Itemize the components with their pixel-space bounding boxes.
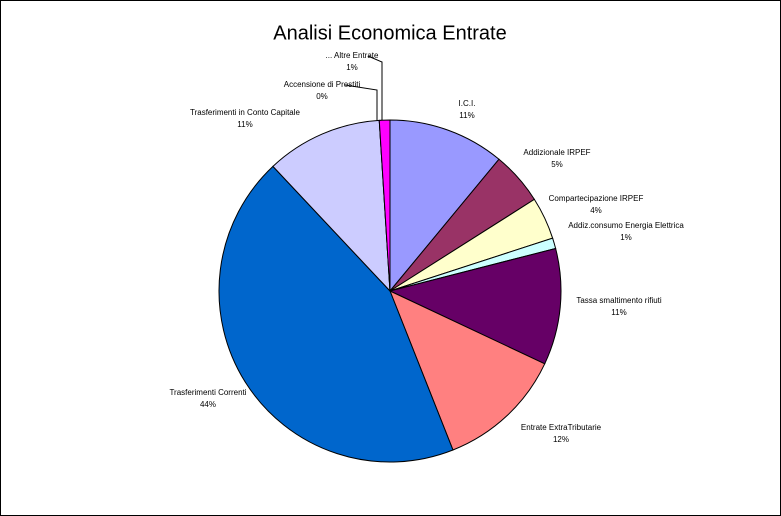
slice-value-label: 5% <box>551 160 563 169</box>
slice-value-label: 11% <box>459 111 474 120</box>
slice-label: I.C.I. <box>459 99 476 108</box>
slice-label: Addiz.consumo Energia Elettrica <box>568 221 684 230</box>
pie-slice <box>218 165 454 463</box>
pie-slice <box>389 290 546 451</box>
slice-value-label: 11% <box>611 308 626 317</box>
slice-value-label: 0% <box>316 92 328 101</box>
pie-slice <box>378 119 391 292</box>
slice-label: Accensione di Prestiti <box>284 80 361 89</box>
leader-line <box>367 55 383 122</box>
slice-label: Compartecipazione IRPEF <box>549 194 644 203</box>
slice-label: Trasferimenti Correnti <box>169 388 246 397</box>
slice-label: Addizionale IRPEF <box>523 148 590 157</box>
slice-value-label: 4% <box>590 206 602 215</box>
slice-value-label: 44% <box>200 400 216 409</box>
slice-value-label: 12% <box>553 435 569 444</box>
pie-slice <box>388 247 562 365</box>
leader-line <box>344 84 378 122</box>
slice-label: Tassa smaltimento rifiuti <box>576 296 662 305</box>
slice-label: Trasferimenti in Conto Capitale <box>190 108 301 117</box>
slice-value-label: 1% <box>620 233 632 242</box>
pie-slice <box>272 119 391 293</box>
slice-label: Entrate ExtraTributarie <box>521 423 602 432</box>
chart-title: Analisi Economica Entrate <box>273 22 506 44</box>
slice-value-label: 1% <box>346 63 358 72</box>
slice-label: ... Altre Entrate <box>326 51 379 60</box>
pie-slice <box>389 119 500 293</box>
slice-value-label: 11% <box>237 120 252 129</box>
